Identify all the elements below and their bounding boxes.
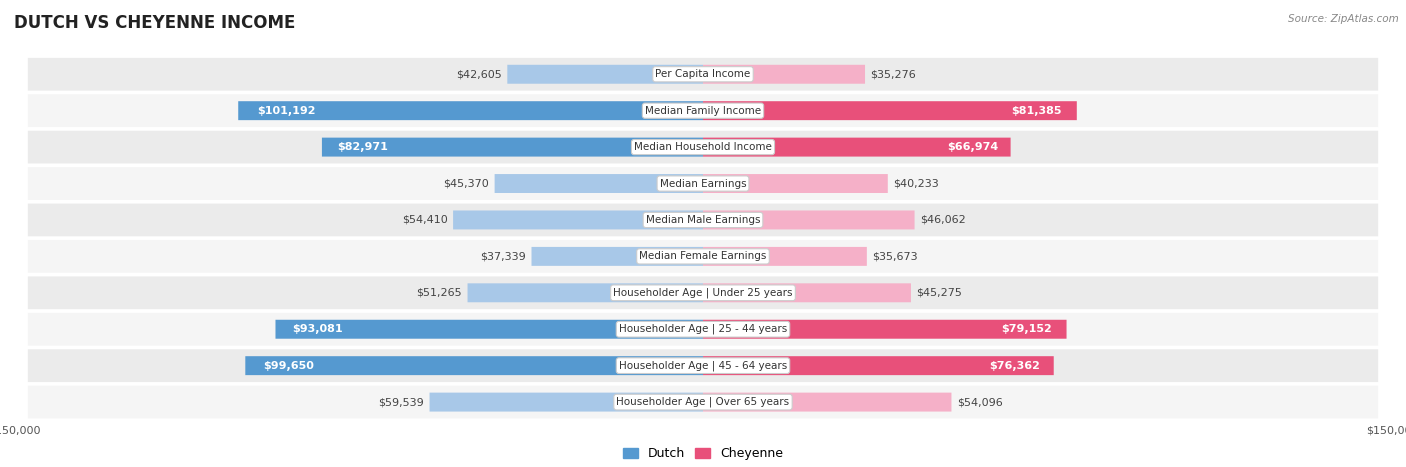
Text: Median Male Earnings: Median Male Earnings [645,215,761,225]
FancyBboxPatch shape [28,58,1378,91]
Text: Median Female Earnings: Median Female Earnings [640,251,766,262]
Text: $45,370: $45,370 [443,178,489,189]
Text: $59,539: $59,539 [378,397,425,407]
Text: Householder Age | 45 - 64 years: Householder Age | 45 - 64 years [619,361,787,371]
Text: $101,192: $101,192 [257,106,315,116]
FancyBboxPatch shape [276,320,703,339]
FancyBboxPatch shape [508,65,703,84]
FancyBboxPatch shape [28,386,1378,418]
FancyBboxPatch shape [703,247,868,266]
Text: $82,971: $82,971 [337,142,388,152]
Text: $81,385: $81,385 [1011,106,1062,116]
FancyBboxPatch shape [238,101,703,120]
Text: Median Family Income: Median Family Income [645,106,761,116]
FancyBboxPatch shape [453,211,703,229]
Text: $35,673: $35,673 [872,251,918,262]
Text: $40,233: $40,233 [893,178,939,189]
FancyBboxPatch shape [531,247,703,266]
Text: $45,275: $45,275 [917,288,962,298]
FancyBboxPatch shape [430,393,703,411]
Text: $99,650: $99,650 [263,361,315,371]
Text: $51,265: $51,265 [416,288,463,298]
Text: $37,339: $37,339 [481,251,526,262]
FancyBboxPatch shape [28,349,1378,382]
Text: $46,062: $46,062 [920,215,966,225]
Text: $54,410: $54,410 [402,215,447,225]
Text: $54,096: $54,096 [957,397,1002,407]
FancyBboxPatch shape [703,393,952,411]
Text: DUTCH VS CHEYENNE INCOME: DUTCH VS CHEYENNE INCOME [14,14,295,32]
Text: $79,152: $79,152 [1001,324,1052,334]
Text: $93,081: $93,081 [292,324,343,334]
FancyBboxPatch shape [28,204,1378,236]
Legend: Dutch, Cheyenne: Dutch, Cheyenne [617,442,789,465]
Text: Per Capita Income: Per Capita Income [655,69,751,79]
Text: $76,362: $76,362 [988,361,1039,371]
Text: Householder Age | 25 - 44 years: Householder Age | 25 - 44 years [619,324,787,334]
FancyBboxPatch shape [703,138,1011,156]
Text: Householder Age | Under 25 years: Householder Age | Under 25 years [613,288,793,298]
FancyBboxPatch shape [703,283,911,302]
Text: Householder Age | Over 65 years: Householder Age | Over 65 years [616,397,790,407]
FancyBboxPatch shape [703,174,887,193]
Text: $35,276: $35,276 [870,69,917,79]
FancyBboxPatch shape [468,283,703,302]
FancyBboxPatch shape [322,138,703,156]
FancyBboxPatch shape [703,320,1067,339]
Text: Median Household Income: Median Household Income [634,142,772,152]
FancyBboxPatch shape [495,174,703,193]
Text: Median Earnings: Median Earnings [659,178,747,189]
Text: Source: ZipAtlas.com: Source: ZipAtlas.com [1288,14,1399,24]
FancyBboxPatch shape [28,276,1378,309]
FancyBboxPatch shape [703,356,1053,375]
FancyBboxPatch shape [28,94,1378,127]
Text: $66,974: $66,974 [948,142,998,152]
FancyBboxPatch shape [703,65,865,84]
FancyBboxPatch shape [245,356,703,375]
FancyBboxPatch shape [28,240,1378,273]
FancyBboxPatch shape [28,313,1378,346]
FancyBboxPatch shape [703,101,1077,120]
FancyBboxPatch shape [28,131,1378,163]
FancyBboxPatch shape [703,211,914,229]
Text: $42,605: $42,605 [456,69,502,79]
FancyBboxPatch shape [28,167,1378,200]
